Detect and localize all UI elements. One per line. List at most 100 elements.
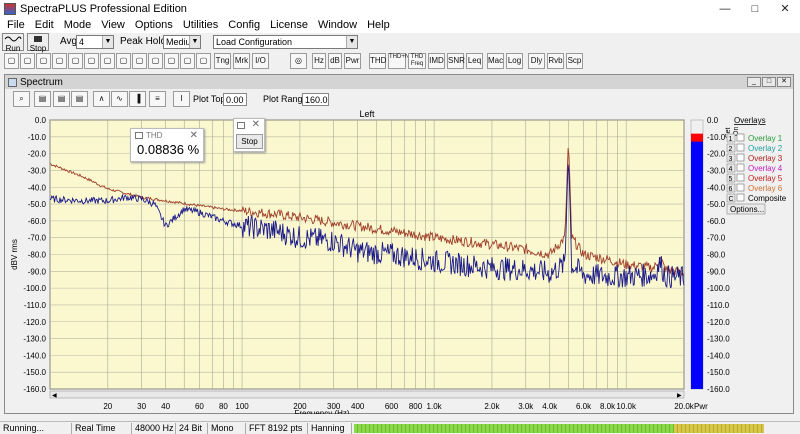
stop-button[interactable]: Stop	[27, 33, 49, 53]
scale2-icon[interactable]: ▤	[53, 91, 70, 107]
overlay-set-button[interactable]	[726, 163, 736, 173]
menu-help[interactable]: Help	[367, 19, 390, 31]
spectrum-titlebar: Spectrum _ □ ✕	[5, 75, 793, 89]
tool-button-thd-n[interactable]: THD+N	[388, 53, 409, 69]
new-icon[interactable]: ▢	[4, 53, 19, 69]
open-icon[interactable]: ▢	[20, 53, 35, 69]
tool-button-hz[interactable]: Hz	[312, 53, 326, 69]
overlay-checkbox[interactable]	[736, 143, 745, 152]
generator-icon[interactable]: ◎	[290, 53, 307, 69]
calibrate-icon[interactable]: ▢	[164, 53, 179, 69]
overlay-checkbox[interactable]	[736, 133, 745, 142]
peak-hold-select[interactable]: Medium ▼	[163, 35, 201, 49]
status-rate: 48000 Hz	[132, 423, 176, 434]
scale-icon[interactable]: ▤	[34, 91, 51, 107]
close-icon[interactable]: ✕	[780, 3, 790, 15]
overlay-set-button[interactable]	[726, 183, 736, 193]
record-icon[interactable]: ▢	[100, 53, 115, 69]
meter-tick-label: -50.0	[707, 200, 726, 209]
close-icon[interactable]: ✕	[777, 77, 791, 87]
menu-config[interactable]: Config	[228, 19, 261, 31]
cursor-icon[interactable]: I	[173, 91, 190, 107]
print-icon[interactable]: ▢	[52, 53, 67, 69]
zoom-icon[interactable]: ⌕	[13, 91, 30, 107]
maximize-icon[interactable]: □	[751, 2, 759, 15]
overlay-options-button[interactable]	[726, 203, 766, 215]
menu-window[interactable]: Window	[317, 19, 358, 31]
tool-button-imd[interactable]: IMD	[428, 53, 445, 69]
tool-button-log[interactable]: Log	[506, 53, 523, 69]
overlay-set-button[interactable]	[726, 143, 736, 153]
tool-button-tng[interactable]: Tng	[214, 53, 231, 69]
tool-button-dly[interactable]: Dly	[528, 53, 545, 69]
menu-options[interactable]: Options	[134, 19, 173, 31]
series-line-1	[49, 147, 685, 278]
fast-forward-icon[interactable]: ▢	[84, 53, 99, 69]
stop-popup-button[interactable]: Stop	[236, 134, 263, 149]
plot-top-input[interactable]	[223, 93, 247, 106]
tool-button-leq[interactable]: Leq	[466, 53, 483, 69]
filter-icon[interactable]: ▢	[132, 53, 147, 69]
tool-button-i-o[interactable]: I/O	[252, 53, 269, 69]
spectrum-icon[interactable]: ▢	[148, 53, 163, 69]
bar-graph-icon[interactable]: ▐	[129, 91, 146, 107]
scope-icon[interactable]: ▢	[196, 53, 211, 69]
scroll-left-icon[interactable]: ◀	[52, 393, 57, 399]
overlay-checkbox[interactable]	[736, 153, 745, 162]
overlay-checkbox[interactable]	[736, 173, 745, 182]
scale3-icon[interactable]: ▤	[71, 91, 88, 107]
tool-button-snr[interactable]: SNR	[447, 53, 465, 69]
tool-button-rvb[interactable]: Rvb	[547, 53, 564, 69]
meter-icon[interactable]: ▢	[180, 53, 195, 69]
overlay-checkbox[interactable]	[736, 183, 745, 192]
spectrum-plot[interactable]: Left 0.0 -10.0 -20.0 -30.0 -40.0 -50.0 -60.0 -70…	[5, 109, 793, 418]
composite-checkbox[interactable]	[736, 193, 745, 202]
main-toolbar: Run Stop Avg: 4 ▼ Peak Hold: Medium ▼ Load…	[0, 33, 800, 53]
meter-tick-label: -130.0	[707, 335, 730, 344]
stop-popup[interactable]: ✕ Stop	[233, 118, 265, 152]
avg-label: Avg:	[60, 36, 80, 47]
chart-title: Left	[359, 109, 375, 119]
minimize-icon[interactable]: —	[719, 2, 731, 15]
spectrum-title: Spectrum	[20, 76, 63, 88]
tool-button-db[interactable]: dB	[328, 53, 342, 69]
avg-select[interactable]: 4 ▼	[76, 35, 114, 49]
thd-popup[interactable]: THD ✕ 0.08836 %	[130, 128, 204, 162]
config-value: Load Configuration	[216, 37, 293, 47]
minimize-icon[interactable]: _	[747, 77, 761, 87]
plot-range-input[interactable]	[302, 93, 329, 106]
overlay-set-button[interactable]	[726, 153, 736, 163]
line-graph-icon[interactable]: ∧	[93, 91, 110, 107]
config-select[interactable]: Load Configuration ▼	[213, 35, 358, 49]
overlay-checkbox[interactable]	[736, 163, 745, 172]
run-button[interactable]: Run	[2, 33, 24, 53]
x-tick-label: 60	[195, 402, 204, 411]
tool-button-scp[interactable]: Scp	[566, 53, 583, 69]
wave-icon[interactable]: ▢	[116, 53, 131, 69]
menu-file[interactable]: File	[7, 19, 25, 31]
tool-button-thd[interactable]: THD	[369, 53, 386, 69]
tool-button-mac[interactable]: Mac	[487, 53, 504, 69]
menu-utilities[interactable]: Utilities	[182, 19, 219, 31]
area-graph-icon[interactable]: ∿	[111, 91, 128, 107]
overlay-set-button[interactable]	[726, 173, 736, 183]
maximize-icon[interactable]: □	[762, 77, 776, 87]
composite-set-button[interactable]	[726, 193, 736, 203]
tool-button-pwr[interactable]: Pwr	[344, 53, 361, 69]
list-icon[interactable]: ≡	[149, 91, 166, 107]
tool-button-mrk[interactable]: Mrk	[233, 53, 250, 69]
overlays-on-label: On	[733, 127, 740, 136]
overlay-set-button[interactable]	[726, 133, 736, 143]
menu-view[interactable]: View	[101, 19, 125, 31]
spectrum-chart[interactable]: Left 0.0 -10.0 -20.0 -30.0 -40.0 -50.0 -60.0 -70…	[5, 109, 793, 418]
menu-mode[interactable]: Mode	[63, 19, 92, 31]
close-icon[interactable]: ✕	[251, 119, 260, 130]
scroll-right-icon[interactable]: ▶	[677, 393, 682, 399]
save-icon[interactable]: ▢	[36, 53, 51, 69]
horizontal-scrollbar[interactable]	[49, 390, 685, 399]
menu-license[interactable]: License	[270, 19, 308, 31]
play-icon[interactable]: ▢	[68, 53, 83, 69]
tool-button-thd-freq[interactable]: THD Freq	[408, 53, 426, 69]
close-icon[interactable]: ✕	[189, 130, 198, 141]
menu-edit[interactable]: Edit	[34, 19, 54, 31]
